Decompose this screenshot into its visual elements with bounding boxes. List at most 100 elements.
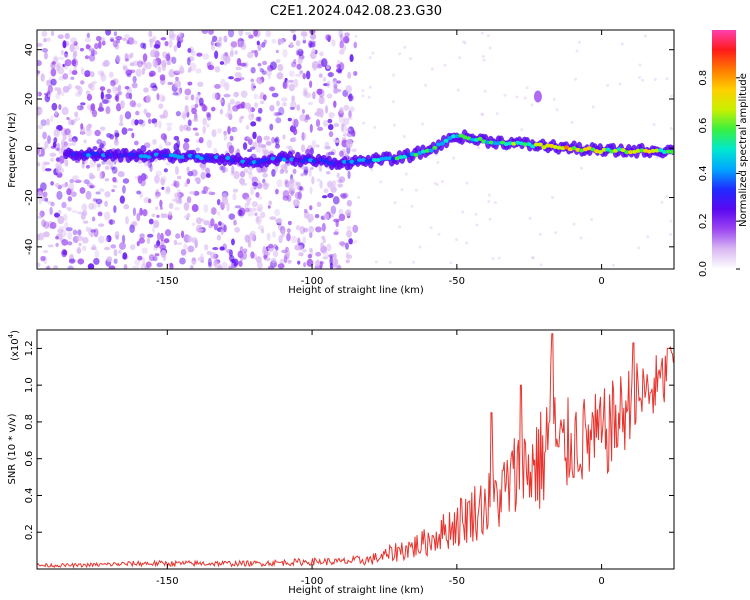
heatmap-speckle: [271, 257, 277, 264]
heatmap-speckle: [309, 147, 314, 155]
heatmap-speckle: [368, 56, 372, 60]
heatmap-speckle: [326, 243, 332, 252]
heatmap-speckle: [174, 79, 182, 88]
heatmap-speckle: [110, 80, 116, 87]
heatmap-speckle: [112, 40, 118, 48]
heatmap-speckle: [86, 182, 93, 187]
heatmap-speckle: [620, 42, 624, 46]
heatmap-speckle: [227, 102, 231, 111]
heatmap-speckle: [271, 231, 276, 238]
heatmap-speckle: [104, 165, 110, 171]
heatmap-speckle: [58, 155, 65, 164]
heatmap-speckle: [259, 100, 265, 105]
heatmap-speckle: [131, 118, 135, 126]
heatmap-speckle: [90, 103, 96, 112]
heatmap-speckle: [158, 120, 162, 129]
heatmap-speckle: [481, 112, 485, 116]
ridge-core: [112, 152, 118, 157]
heatmap-speckle: [51, 30, 55, 37]
heatmap-speckle: [195, 96, 199, 105]
ridge-core: [210, 155, 216, 160]
heatmap-speckle: [255, 116, 261, 122]
heatmap-speckle: [219, 246, 225, 251]
heatmap-speckle: [175, 76, 179, 81]
heatmap-speckle: [239, 76, 245, 81]
heatmap-speckle: [349, 54, 354, 63]
heatmap-speckle: [352, 224, 359, 233]
heatmap-speckle: [281, 97, 288, 102]
heatmap-speckle: [153, 220, 160, 229]
heatmap-speckle: [72, 59, 77, 65]
heatmap-speckle: [173, 45, 178, 52]
heatmap-speckle: [134, 119, 139, 126]
heatmap-speckle: [57, 34, 64, 40]
heatmap-speckle: [203, 244, 209, 251]
heatmap-speckle: [103, 246, 111, 251]
heatmap-speckle: [230, 259, 236, 263]
heatmap-speckle: [350, 130, 355, 137]
svg-text:(x104): (x104): [7, 330, 21, 361]
snr-frame: [36, 329, 675, 570]
heatmap-speckle: [201, 30, 209, 34]
ridge-core: [413, 152, 419, 157]
heatmap-speckle: [143, 174, 148, 180]
heatmap-speckle: [214, 261, 221, 269]
heatmap-speckle: [258, 167, 266, 173]
heatmap-speckle: [212, 246, 219, 251]
heatmap-speckle: [325, 64, 330, 70]
heatmap-speckle: [308, 225, 315, 234]
heatmap-speckle: [219, 165, 224, 171]
heatmap-speckle: [424, 83, 428, 87]
heatmap-speckle: [579, 166, 583, 170]
heatmap-speckle: [175, 70, 182, 74]
heatmap-speckle: [149, 163, 153, 172]
heatmap-speckle: [164, 229, 172, 237]
heatmap-speckle: [56, 190, 63, 200]
heatmap-speckle: [37, 142, 41, 147]
heatmap-speckle: [90, 184, 96, 189]
heatmap-speckle: [214, 66, 221, 73]
ridge-core: [597, 150, 604, 155]
heatmap-speckle: [102, 147, 107, 151]
heatmap-speckle: [41, 30, 48, 37]
heatmap-speckle: [370, 168, 374, 172]
ridge-core: [70, 152, 77, 157]
heatmap-speckle: [274, 143, 280, 149]
heatmap-speckle: [203, 204, 209, 213]
heatmap-speckle: [145, 94, 152, 104]
heatmap-speckle: [250, 230, 256, 236]
heatmap-speckle: [308, 168, 312, 178]
heatmap-speckle: [160, 178, 165, 186]
heatmap-speckle: [278, 235, 283, 244]
snr-y-ticks: 0.2 0.4 0.6 0.8 1.0 1.2: [24, 340, 674, 540]
heatmap-speckle: [430, 67, 434, 71]
ridge-core: [428, 148, 434, 153]
heatmap-speckle: [122, 185, 126, 194]
heatmap-speckle: [76, 104, 81, 110]
heatmap-speckle: [311, 176, 315, 185]
heatmap-speckle: [99, 102, 103, 111]
heatmap-speckle: [91, 216, 96, 222]
heatmap-speckle: [275, 117, 282, 124]
heatmap-speckle: [125, 92, 131, 99]
heatmap-speckle: [403, 45, 407, 49]
heatmap-speckle: [246, 136, 252, 141]
heatmap-speckle: [335, 68, 342, 73]
heatmap-speckle: [289, 106, 295, 111]
heatmap-speckle: [55, 165, 61, 175]
heatmap-speckle: [327, 181, 334, 190]
ridge-core: [326, 161, 333, 166]
heatmap-speckle: [225, 54, 231, 64]
heatmap-speckle: [164, 40, 169, 47]
heatmap-speckle: [269, 123, 274, 131]
heatmap-speckle: [297, 260, 301, 265]
heatmap-speckle: [315, 119, 321, 128]
ridge-core: [85, 153, 92, 158]
heatmap-speckle: [606, 83, 610, 87]
heatmap-speckle: [238, 30, 244, 37]
heatmap-speckle: [38, 212, 43, 218]
heatmap-speckle: [238, 260, 243, 268]
heatmap-speckle: [220, 228, 224, 235]
heatmap-speckle: [275, 245, 279, 251]
heatmap-speckle: [56, 62, 61, 69]
